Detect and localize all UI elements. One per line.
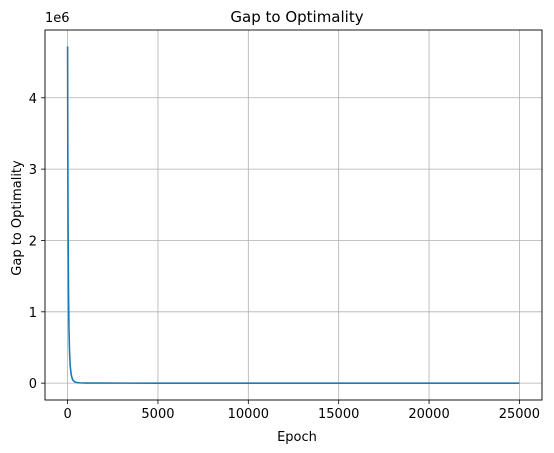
y-tick-label: 2 — [29, 234, 37, 249]
y-offset-label: 1e6 — [45, 11, 70, 26]
y-axis: 0 1 2 3 4 — [29, 92, 45, 392]
x-tick-label: 10000 — [228, 407, 269, 422]
x-axis: 0 5000 10000 15000 20000 25000 — [63, 400, 540, 422]
y-axis-label: Gap to Optimality — [10, 160, 25, 276]
y-tick-label: 0 — [29, 377, 37, 392]
y-tick-label: 3 — [29, 163, 37, 178]
y-tick-label: 1 — [29, 306, 37, 321]
x-tick-label: 25000 — [499, 407, 540, 422]
chart-title: Gap to Optimality — [230, 8, 363, 26]
plot-frame — [44, 29, 543, 401]
x-tick-label: 0 — [63, 407, 71, 422]
x-tick-label: 5000 — [141, 407, 174, 422]
x-axis-label: Epoch — [277, 430, 317, 445]
x-tick-label: 20000 — [408, 407, 449, 422]
y-tick-label: 4 — [29, 92, 37, 107]
series-line — [66, 46, 520, 384]
x-tick-label: 15000 — [318, 407, 359, 422]
series-layer — [66, 46, 520, 384]
